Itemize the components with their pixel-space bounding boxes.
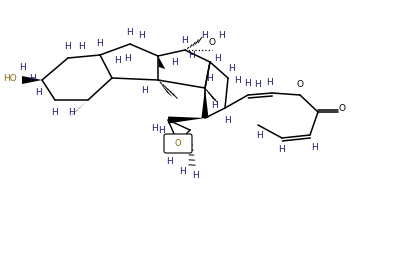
Text: H: H xyxy=(215,54,221,62)
Text: H: H xyxy=(172,57,178,67)
Text: H: H xyxy=(115,55,121,64)
Text: O: O xyxy=(339,103,346,113)
Text: H: H xyxy=(29,74,35,82)
Text: H: H xyxy=(202,30,208,40)
Polygon shape xyxy=(158,80,173,97)
Text: H: H xyxy=(19,62,25,72)
Text: H: H xyxy=(65,42,71,50)
Text: H: H xyxy=(256,131,264,140)
Polygon shape xyxy=(158,56,165,69)
Text: H: H xyxy=(138,30,146,40)
Text: H: H xyxy=(182,36,188,44)
Text: H: H xyxy=(167,158,173,166)
Text: H: H xyxy=(52,107,58,116)
Text: O: O xyxy=(296,80,304,88)
Text: H: H xyxy=(127,28,133,36)
Text: H: H xyxy=(180,167,186,177)
Text: O: O xyxy=(208,37,216,47)
Text: H: H xyxy=(266,77,274,87)
Text: H: H xyxy=(229,63,235,73)
Text: H: H xyxy=(255,80,261,88)
Text: H: H xyxy=(125,54,131,62)
Text: H: H xyxy=(219,30,225,40)
Text: H: H xyxy=(142,86,148,94)
Text: H: H xyxy=(158,126,166,134)
Text: O: O xyxy=(175,139,181,147)
Text: H: H xyxy=(193,171,199,179)
Text: H: H xyxy=(225,115,231,125)
Polygon shape xyxy=(201,88,208,118)
Text: H: H xyxy=(211,101,219,109)
Text: H: H xyxy=(35,88,41,96)
Text: H: H xyxy=(97,38,103,48)
Polygon shape xyxy=(168,116,205,124)
Text: H: H xyxy=(279,146,285,154)
Polygon shape xyxy=(70,100,88,118)
Text: H: H xyxy=(311,144,318,153)
Text: H: H xyxy=(235,75,241,84)
Text: H: H xyxy=(245,79,251,88)
Text: H: H xyxy=(152,124,158,133)
Text: H: H xyxy=(207,74,214,82)
FancyBboxPatch shape xyxy=(164,134,192,153)
Polygon shape xyxy=(22,76,42,84)
Text: HO: HO xyxy=(3,74,17,82)
Text: H: H xyxy=(69,107,75,116)
Text: H: H xyxy=(188,50,196,60)
Text: H: H xyxy=(79,42,85,50)
